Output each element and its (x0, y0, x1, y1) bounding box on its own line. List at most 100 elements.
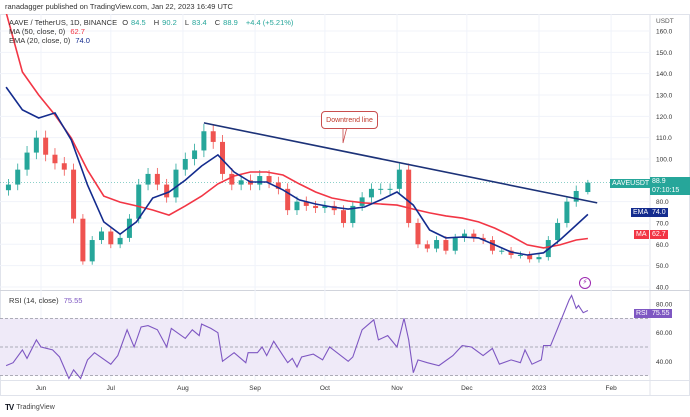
candle-body (52, 154, 58, 164)
ema-tag-label: EMA (631, 208, 651, 217)
price-tick-label: 100.0 (656, 156, 673, 163)
candle-body (517, 254, 523, 256)
candle-body (471, 233, 477, 238)
candle-body (238, 180, 244, 185)
candle-body (173, 169, 179, 198)
candle-body (303, 201, 309, 206)
candle-body (285, 188, 291, 211)
ema20-line (5, 86, 589, 256)
symbol-price-tag: AAVEUSDT (610, 179, 652, 188)
candle-body (220, 141, 226, 174)
published-line: ranadagger published on TradingView.com,… (5, 2, 233, 11)
high-number: 90.2 (162, 18, 177, 27)
candle-body (71, 169, 77, 219)
time-tick-label: Dec (461, 385, 473, 392)
candle-body (424, 244, 430, 249)
change-value: +4.4 (+5.21%) (245, 18, 294, 27)
candle-body (359, 197, 365, 206)
ma-legend[interactable]: MA (50, close, 0) 62.7 (9, 27, 88, 36)
open-value: O 84.5 (122, 18, 148, 27)
candle-body (462, 233, 468, 238)
candle-body (406, 169, 412, 223)
footer-logo-text: TradingView (16, 404, 55, 411)
last-price-tag: 88.9 07:10:15 (650, 177, 690, 195)
candle-body (5, 184, 11, 191)
candle-body (508, 250, 514, 255)
time-tick-label: Aug (177, 385, 189, 392)
candle-body (108, 231, 114, 245)
candle-body (210, 131, 216, 142)
candle-body (322, 205, 328, 209)
candle-body (564, 201, 570, 223)
low-number: 83.4 (192, 18, 207, 27)
price-pane (0, 14, 650, 265)
rsi-legend[interactable]: RSI (14, close) 75.55 (9, 296, 85, 305)
price-tick-label: 40.0 (656, 284, 669, 291)
candle-body (499, 250, 505, 252)
candle-body (201, 131, 207, 151)
annotation-text: Downtrend line (326, 116, 373, 124)
low-value: L 83.4 (185, 18, 210, 27)
close-value: C 88.9 (215, 18, 241, 27)
candle-body (192, 150, 198, 159)
candle-body (266, 176, 272, 183)
bar-countdown: 07:10:15 (652, 187, 680, 194)
candle-body (527, 254, 533, 260)
time-tick-label: Sep (249, 385, 261, 392)
candle-body (585, 182, 591, 193)
chart-canvas[interactable]: USDT 160.0 150.0 140.0 130.0 120.0 110.0 100.0 8… (0, 0, 690, 398)
price-tick-label: 60.0 (656, 242, 669, 249)
close-number: 88.9 (223, 18, 238, 27)
downtrend-annotation[interactable]: Downtrend line (321, 111, 378, 129)
candle-body (489, 240, 495, 251)
time-tick-label: Feb (606, 385, 618, 392)
candle-body (15, 169, 21, 185)
ema-legend-label: EMA (20, close, 0) (9, 36, 71, 45)
rsi-tag-label: RSI (634, 309, 650, 318)
price-tick-label: 70.0 (656, 220, 669, 227)
candle-body (43, 137, 49, 155)
candle-body (80, 218, 86, 262)
candle-body (182, 158, 188, 170)
lightning-icon[interactable]: ⚡ (579, 277, 591, 289)
high-label: H (153, 18, 160, 27)
candle-body (61, 163, 67, 170)
candle-body (89, 240, 95, 262)
ema-legend[interactable]: EMA (20, close, 0) 74.0 (9, 36, 93, 45)
price-tick-label: 130.0 (656, 92, 673, 99)
price-tick-label: 140.0 (656, 71, 673, 78)
time-tick-label: Oct (320, 385, 330, 392)
candle-body (396, 169, 402, 189)
candle-body (136, 184, 142, 219)
ma-legend-label: MA (50, close, 0) (9, 27, 66, 36)
candle-body (145, 173, 151, 185)
candle-body (480, 237, 486, 241)
candle-body (443, 240, 449, 251)
candle-body (350, 205, 356, 223)
rsi-legend-value: 75.55 (63, 296, 83, 305)
price-axis-unit: USDT (656, 18, 674, 25)
ma50-line (5, 14, 589, 249)
last-price: 88.9 (652, 178, 666, 185)
tradingview-logo-icon: TV (5, 403, 14, 412)
candle-body (229, 173, 235, 185)
rsi-tag-value: 75.55 (650, 309, 672, 318)
rsi-pane (5, 294, 589, 380)
rsi-band (0, 318, 650, 376)
candle-body (99, 231, 105, 241)
axes: USDT 160.0 150.0 140.0 130.0 120.0 110.0 100.0 8… (36, 18, 674, 392)
time-tick-label: Jun (36, 385, 47, 392)
price-tick-label: 120.0 (656, 114, 673, 121)
candle-body (434, 240, 440, 249)
close-label: C (214, 18, 221, 27)
rsi-tick-label: 60.00 (656, 330, 673, 337)
annotation-pointer (342, 126, 348, 144)
candle-body (387, 188, 393, 190)
candle-body (33, 137, 39, 153)
candle-body (368, 188, 374, 198)
downtrend-line (203, 122, 598, 204)
candle-body (257, 176, 263, 185)
rsi-tick-label: 40.00 (656, 359, 673, 366)
time-tick-label: Nov (391, 385, 403, 392)
symbol-name: AAVE / TetherUS, 1D, BINANCE (9, 18, 118, 27)
